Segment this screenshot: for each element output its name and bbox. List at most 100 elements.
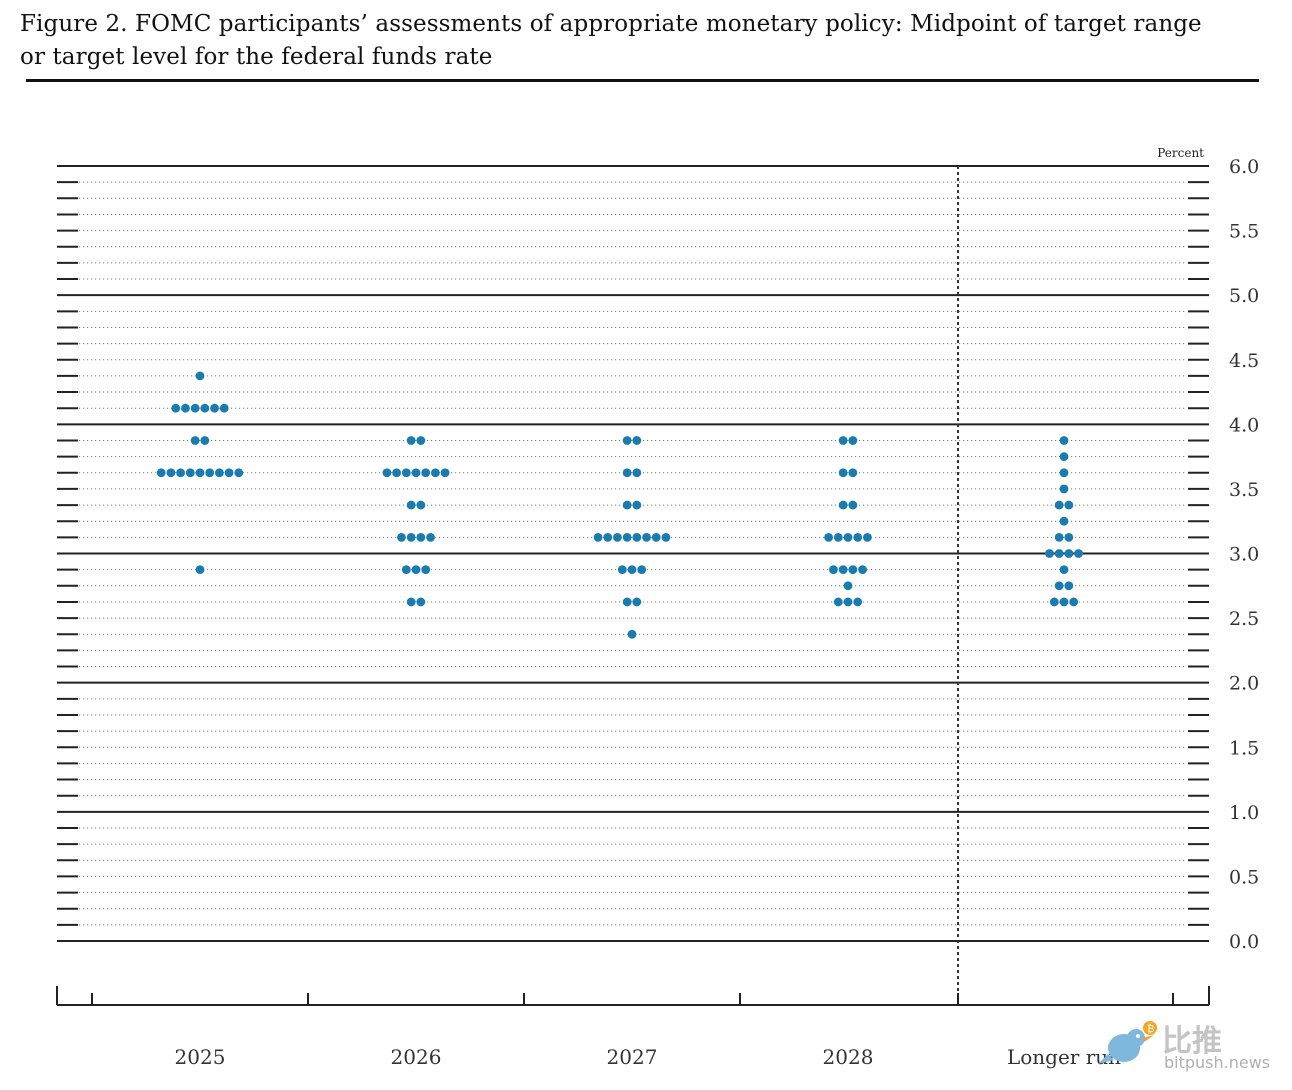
participant-dot xyxy=(1054,532,1064,542)
participant-dot xyxy=(1054,500,1064,510)
participant-dot xyxy=(617,565,627,575)
participant-dot xyxy=(848,468,858,478)
participant-dot xyxy=(603,532,613,542)
participant-dot xyxy=(838,500,848,510)
participant-dot xyxy=(1059,484,1069,494)
x-category-label: Longer run xyxy=(1007,1045,1121,1069)
participant-dot xyxy=(848,500,858,510)
y-tick-label: 3.0 xyxy=(1229,544,1259,566)
participant-dot xyxy=(411,565,421,575)
y-tick-label: 0.0 xyxy=(1229,931,1259,953)
bird-logo-icon: ₿ xyxy=(1098,1021,1157,1064)
participant-dot xyxy=(195,371,205,381)
participant-dot xyxy=(632,597,642,607)
participant-dot xyxy=(622,436,632,445)
participant-dot xyxy=(234,468,244,478)
participant-dot xyxy=(824,532,833,542)
participant-dot xyxy=(416,532,426,542)
participant-dot xyxy=(406,500,416,510)
participant-dot xyxy=(863,532,872,542)
title-rule xyxy=(26,79,1259,82)
y-tick-label: 4.0 xyxy=(1229,414,1259,436)
participant-dot xyxy=(190,403,200,413)
participant-dot xyxy=(411,468,421,478)
participant-dot xyxy=(401,565,411,575)
participant-dot xyxy=(416,436,426,445)
participant-dot xyxy=(205,468,215,478)
y-tick-label: 4.5 xyxy=(1229,350,1259,372)
participant-dot xyxy=(224,468,234,478)
participant-dot xyxy=(397,532,406,542)
participant-dot xyxy=(848,565,858,575)
participant-dot xyxy=(1059,468,1069,478)
participant-dot xyxy=(440,468,450,478)
x-category-label: 2028 xyxy=(823,1045,874,1069)
participant-dot xyxy=(833,532,843,542)
participant-dot xyxy=(1064,581,1074,591)
participant-dot xyxy=(627,565,637,575)
participant-dot xyxy=(176,468,186,478)
participant-dot xyxy=(838,436,848,445)
y-tick-label: 3.5 xyxy=(1229,479,1259,501)
participant-dot xyxy=(853,597,863,607)
participant-dot xyxy=(166,468,176,478)
participant-dot xyxy=(426,532,435,542)
participant-dot xyxy=(215,468,224,478)
participant-dot xyxy=(833,597,843,607)
participant-dot xyxy=(392,468,401,478)
participant-dot xyxy=(1064,500,1074,510)
y-tick-label: 5.5 xyxy=(1229,221,1259,243)
participant-dot xyxy=(1064,549,1074,558)
participant-dot xyxy=(1059,516,1069,526)
participant-dot xyxy=(637,565,647,575)
participant-dot xyxy=(406,436,416,445)
participant-dot xyxy=(661,532,671,542)
participant-dot xyxy=(622,532,632,542)
participant-dot xyxy=(642,532,651,542)
participant-dot xyxy=(1059,597,1069,607)
participant-dot xyxy=(1064,532,1074,542)
participant-dot xyxy=(1059,452,1069,462)
participant-dot xyxy=(1059,436,1069,445)
participant-dot xyxy=(200,403,210,413)
y-tick-label: 0.5 xyxy=(1229,866,1259,888)
y-tick-label: 5.0 xyxy=(1229,285,1259,307)
participant-dot xyxy=(613,532,622,542)
participant-dot xyxy=(382,468,392,478)
x-category-label: 2026 xyxy=(391,1045,442,1069)
participant-dot xyxy=(171,403,181,413)
x-category-label: 2027 xyxy=(607,1045,658,1069)
participant-dot xyxy=(401,468,411,478)
participant-dot xyxy=(622,597,632,607)
y-tick-label: 1.5 xyxy=(1229,737,1259,759)
participant-dot xyxy=(181,403,190,413)
participant-dot xyxy=(190,436,200,445)
participant-dot xyxy=(156,468,166,478)
participant-dot xyxy=(406,532,416,542)
participant-dot xyxy=(1054,549,1064,558)
participant-dot xyxy=(632,468,642,478)
participant-dot xyxy=(838,565,848,575)
participant-dot xyxy=(1074,549,1083,558)
participant-dot xyxy=(421,468,431,478)
participant-dot xyxy=(406,597,416,607)
participant-dot xyxy=(843,532,853,542)
participant-dot xyxy=(195,468,205,478)
participant-dot xyxy=(843,597,853,607)
participant-dot xyxy=(1054,581,1064,591)
participant-dot xyxy=(651,532,661,542)
watermark-cn: 比推 xyxy=(1162,1024,1222,1059)
participant-dot xyxy=(829,565,838,575)
participant-dot xyxy=(416,500,426,510)
participant-dot xyxy=(210,403,219,413)
participant-dot xyxy=(1049,597,1059,607)
y-unit-label: Percent xyxy=(1157,146,1204,160)
participant-dot xyxy=(632,532,642,542)
participant-dot xyxy=(593,532,603,542)
x-category-label: 2025 xyxy=(175,1045,226,1069)
participant-dot xyxy=(853,532,863,542)
watermark-en: bitpush.news xyxy=(1164,1053,1271,1072)
participant-dot xyxy=(416,597,426,607)
watermark: ₿ 比推 bitpush.news xyxy=(1098,1016,1278,1076)
